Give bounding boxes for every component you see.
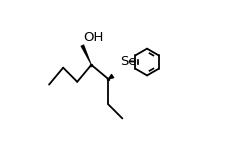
- Text: Se: Se: [120, 55, 137, 68]
- Text: OH: OH: [83, 31, 103, 44]
- Polygon shape: [80, 44, 92, 65]
